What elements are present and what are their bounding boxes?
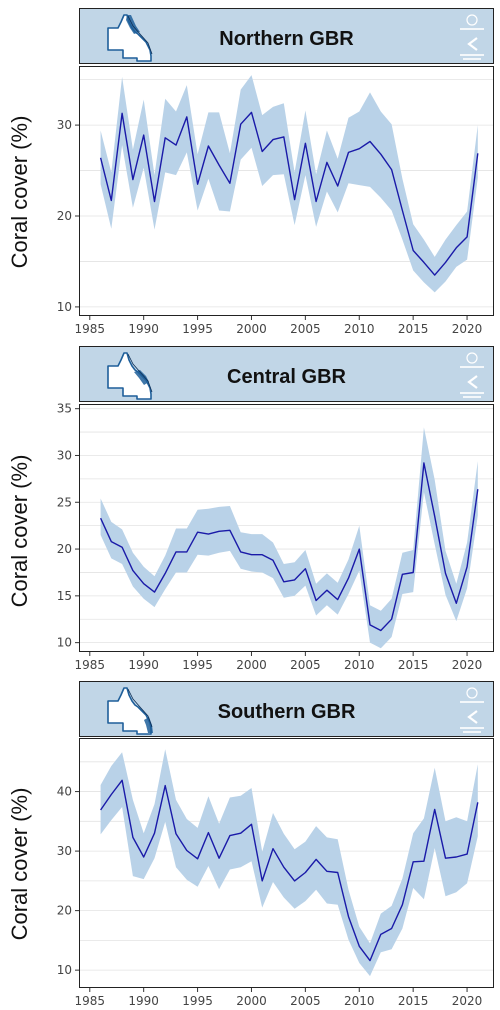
x-tick-label: 2005 — [290, 658, 321, 672]
y-tick-label: 30 — [57, 118, 72, 132]
chart-central: 10 15 20 25 30 35 1985 1990 1995 2000 2005 2010 2015… — [57, 402, 494, 672]
confidence-band — [100, 749, 478, 977]
x-tick-label: 1990 — [128, 322, 159, 336]
queensland-map-shape — [107, 687, 153, 735]
plot-frame — [79, 404, 494, 652]
y-tick-label: 40 — [57, 785, 72, 799]
panel-header-southern: Southern GBR — [79, 681, 494, 737]
x-tick-label: 2000 — [236, 322, 267, 336]
chart-southern: 10 20 30 40 1985 1990 1995 2000 2005 2010 2015 2020 — [57, 738, 494, 1008]
plot-frame — [79, 738, 494, 988]
x-tick-label: 2005 — [290, 994, 321, 1008]
agency-logos-icon — [460, 687, 484, 733]
agency-mark-icon — [467, 37, 478, 51]
panel-southern: Southern GBR Coral cover (%) 10 20 30 40 198… — [0, 675, 500, 1010]
queensland-map-shape — [107, 14, 153, 62]
crest-icon — [466, 352, 478, 364]
x-tick-label: 2005 — [290, 322, 321, 336]
queensland-map-shape — [107, 352, 153, 400]
series-line — [100, 779, 479, 962]
panel-title-southern: Southern GBR — [217, 701, 356, 723]
series-line — [99, 462, 479, 632]
y-tick-label: 10 — [57, 300, 72, 314]
x-tick-label: 2020 — [452, 658, 483, 672]
panel-northern: Northern GBR Coral cover (%) 10 20 30 1985 1… — [0, 0, 500, 340]
x-tick-label: 1985 — [75, 322, 106, 336]
x-tick-label: 2010 — [344, 994, 375, 1008]
plot-frame — [79, 66, 494, 316]
x-tick-label: 1995 — [182, 658, 213, 672]
x-tick-label: 2010 — [344, 322, 375, 336]
y-tick-label: 10 — [57, 636, 72, 650]
x-tick-label: 2015 — [398, 322, 429, 336]
highlighted-region — [134, 370, 149, 385]
panel-title-northern: Northern GBR — [219, 28, 354, 50]
x-tick-label: 2015 — [398, 658, 429, 672]
x-tick-label: 2015 — [398, 994, 429, 1008]
y-tick-label: 20 — [57, 209, 72, 223]
x-tick-label: 1990 — [128, 994, 159, 1008]
x-tick-label: 1990 — [128, 658, 159, 672]
x-tick-label: 2000 — [236, 658, 267, 672]
x-tick-label: 2000 — [236, 994, 267, 1008]
panel-title-central: Central GBR — [227, 366, 346, 388]
confidence-band — [100, 427, 478, 649]
x-tick-label: 1995 — [182, 322, 213, 336]
y-tick-label: 20 — [57, 542, 72, 556]
y-tick-label: 25 — [57, 495, 72, 509]
highlighted-region — [144, 717, 153, 733]
queensland-map-icon — [107, 352, 153, 400]
agency-mark-icon — [467, 710, 478, 724]
queensland-map-icon — [107, 687, 153, 735]
agency-mark-icon — [467, 375, 478, 389]
queensland-map-icon — [107, 14, 153, 62]
y-tick-label: 30 — [57, 448, 72, 462]
crest-icon — [466, 14, 478, 26]
y-tick-label: 30 — [57, 844, 72, 858]
agency-logos-icon — [460, 352, 484, 398]
crest-icon — [466, 687, 478, 699]
agency-logos-icon — [460, 14, 484, 60]
confidence-band — [100, 75, 478, 293]
y-tick-label: 10 — [57, 963, 72, 977]
y-tick-label: 15 — [57, 589, 72, 603]
x-tick-label: 2020 — [452, 322, 483, 336]
x-tick-label: 2020 — [452, 994, 483, 1008]
panel-header-northern: Northern GBR — [79, 8, 494, 64]
x-tick-label: 1985 — [75, 658, 106, 672]
series-line — [99, 111, 479, 276]
x-tick-label: 1985 — [75, 994, 106, 1008]
panel-header-central: Central GBR — [79, 346, 494, 402]
x-tick-label: 2010 — [344, 658, 375, 672]
chart-northern: 10 20 30 1985 1990 1995 2000 2005 2010 2015 2020 — [57, 66, 494, 336]
x-tick-label: 1995 — [182, 994, 213, 1008]
panel-central: Central GBR Coral cover (%) 10 15 20 25 30 35… — [0, 340, 500, 675]
y-tick-label: 20 — [57, 904, 72, 918]
y-tick-label: 35 — [57, 402, 72, 416]
